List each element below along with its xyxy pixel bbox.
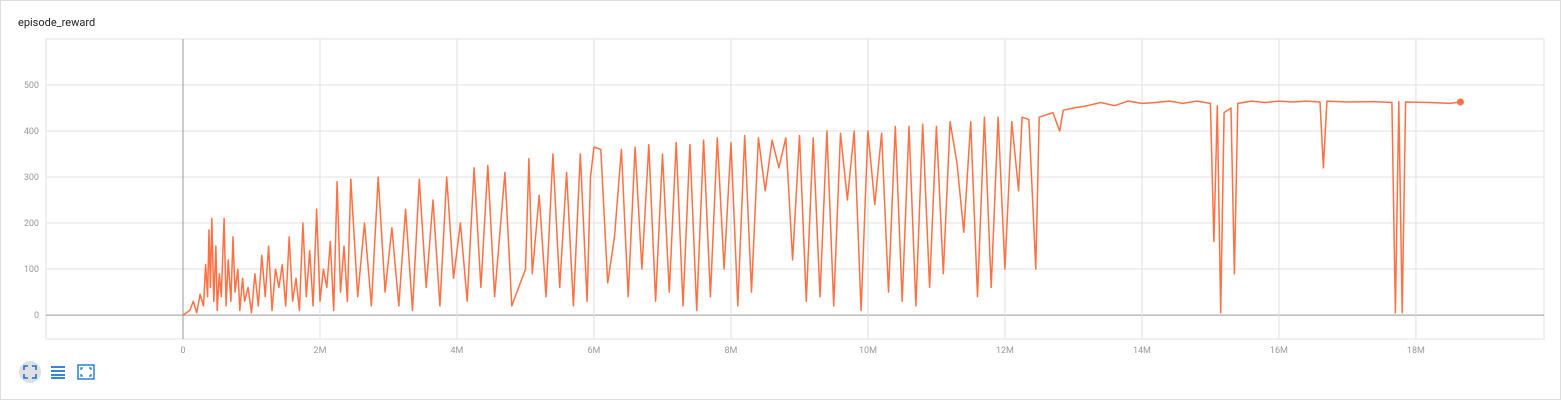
y-tick-label: 300 (24, 173, 39, 183)
x-tick-label: 4M (451, 346, 464, 356)
log-scale-button[interactable] (47, 361, 69, 383)
chart: 0 100 200 300 400 500 0 2M 4M 6M 8M 10M 12M 14M 16M 18M (24, 38, 1545, 356)
y-tick-label: 500 (24, 81, 39, 91)
data-line (182, 100, 1461, 316)
fit-icon (77, 364, 95, 380)
x-tick-label: 18M (1407, 346, 1425, 356)
x-tick-label: 12M (996, 346, 1014, 356)
lines-icon (51, 366, 65, 379)
plot-frame (45, 38, 1545, 340)
toolbar (19, 361, 97, 383)
x-tick-label: 14M (1133, 346, 1151, 356)
fit-domain-button[interactable] (75, 361, 97, 383)
x-tick-label: 0 (180, 346, 185, 356)
x-tick-label: 16M (1270, 346, 1288, 356)
expand-button[interactable] (19, 361, 41, 383)
last-point (1456, 98, 1464, 106)
x-tick-label: 8M (724, 346, 737, 356)
x-tick-label: 10M (859, 346, 877, 356)
y-tick-label: 400 (24, 127, 39, 137)
y-tick-label: 0 (34, 311, 39, 321)
y-tick-label: 100 (24, 265, 39, 275)
expand-icon (23, 365, 37, 379)
x-tick-label: 2M (314, 346, 327, 356)
x-tick-label: 6M (588, 346, 601, 356)
chart-title: episode_reward (18, 16, 96, 29)
y-tick-label: 200 (24, 219, 39, 229)
